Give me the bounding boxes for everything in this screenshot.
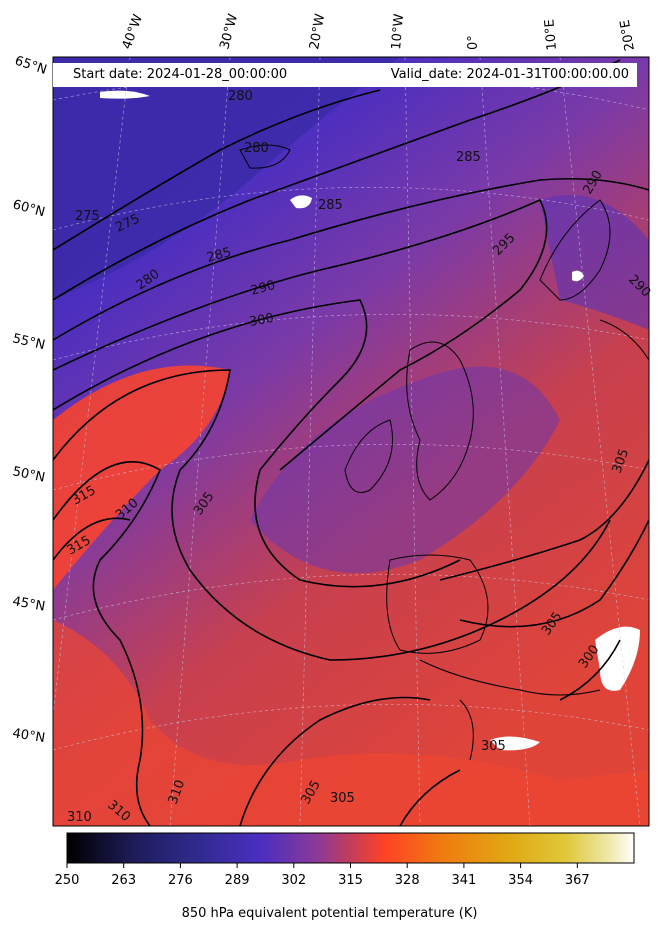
lat-label: 55°N	[11, 331, 46, 353]
lon-label: 30°W	[217, 12, 241, 51]
colorbar-tick-label: 250	[55, 873, 80, 888]
contour-label: 305	[481, 739, 506, 754]
date-header: Start date: 2024-01-28_00:00:00 Valid_da…	[53, 63, 637, 87]
colorbar-tick-label: 315	[338, 873, 363, 888]
lat-label: 40°N	[11, 726, 46, 746]
lon-label: 20°E	[618, 19, 638, 52]
contour-label: 280	[228, 89, 253, 104]
colorbar-tick-label: 328	[395, 873, 420, 888]
lat-label: 65°N	[13, 54, 49, 78]
lon-label: 10°W	[389, 13, 407, 50]
contour-label: 285	[456, 150, 481, 165]
lat-label: 45°N	[11, 594, 46, 614]
contour-label: 285	[318, 198, 343, 213]
colorbar-tick-label: 302	[281, 873, 306, 888]
start-date: Start date: 2024-01-28_00:00:00	[73, 67, 288, 82]
lon-label: 40°W	[120, 12, 146, 51]
colorbar-tick-label: 289	[225, 873, 250, 888]
contour-label: 300	[248, 311, 275, 330]
lon-label: 0°	[466, 35, 481, 50]
lat-label: 50°N	[11, 464, 46, 485]
lon-label: 20°W	[307, 13, 328, 51]
colorbar-gradient	[66, 832, 635, 864]
lat-label: 60°N	[11, 197, 47, 220]
colorbar: 250 263 276 289 302 315 328 341 354 367	[55, 832, 635, 888]
contour-label: 305	[330, 791, 355, 806]
latitude-labels: 65°N 60°N 55°N 50°N 45°N 40°N	[11, 54, 49, 747]
contour-label: 280	[244, 141, 269, 156]
map-frame	[52, 56, 650, 827]
temperature-field	[53, 57, 649, 826]
valid-date: Valid_date: 2024-01-31T00:00:00.00	[390, 67, 629, 82]
colorbar-tick-label: 341	[451, 873, 476, 888]
contour-label: 285	[205, 245, 233, 266]
colorbar-tick-label: 367	[565, 873, 590, 888]
colorbar-tick-label: 263	[111, 873, 136, 888]
colorbar-title: 850 hPa equivalent potential temperature…	[181, 906, 478, 921]
lon-label: 10°E	[542, 19, 560, 51]
colorbar-tick-label: 276	[168, 873, 193, 888]
colorbar-tick-label: 354	[508, 873, 533, 888]
contour-label: 290	[249, 278, 277, 299]
longitude-labels: 40°W 30°W 20°W 10°W 0° 10°E 20°E	[120, 12, 638, 52]
contour-label: 275	[75, 209, 100, 224]
contour-label: 310	[67, 810, 92, 825]
